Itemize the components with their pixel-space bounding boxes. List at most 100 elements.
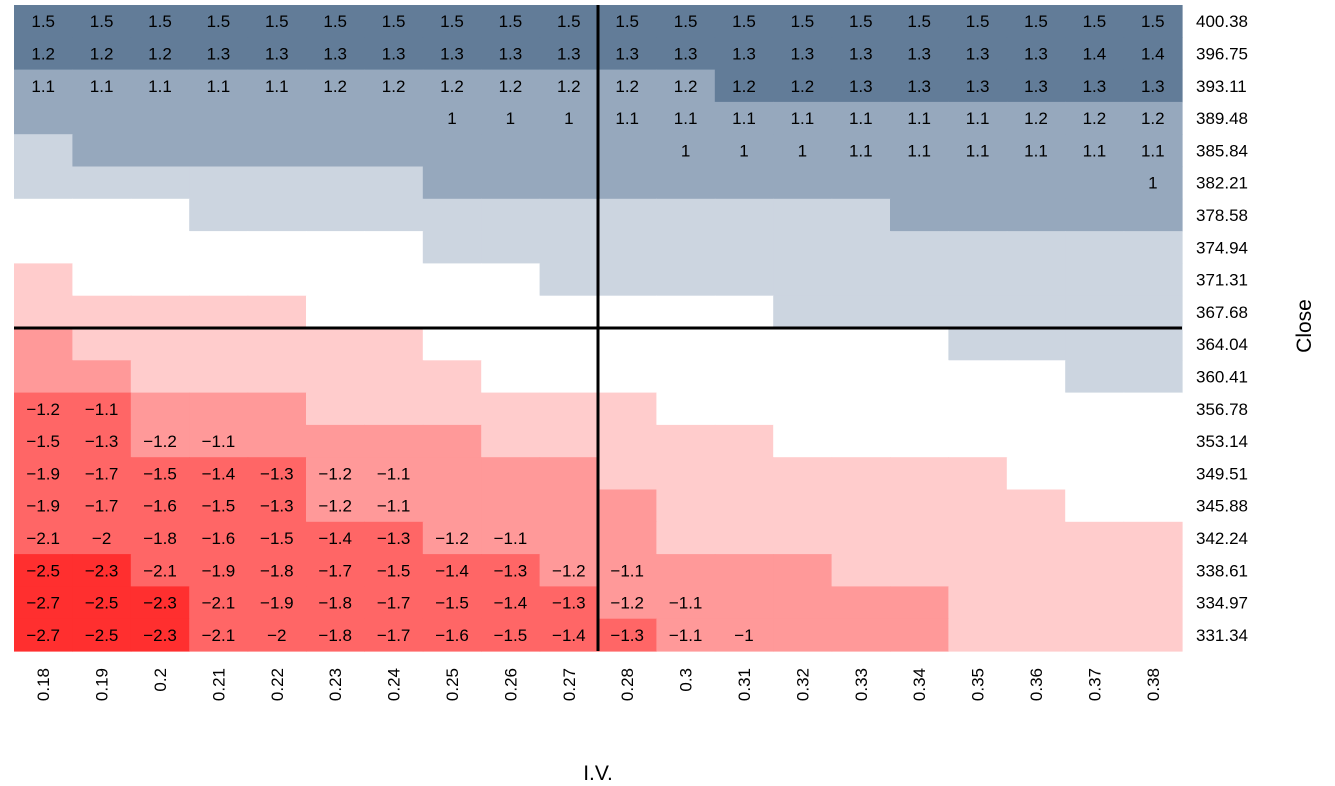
y-tick-label: 393.11	[1196, 77, 1247, 96]
heatmap-cell	[72, 586, 132, 620]
cell-value-label: −1.7	[377, 594, 411, 613]
heatmap-cell	[539, 618, 599, 652]
cell-value-label: 1.3	[207, 44, 231, 63]
heatmap-cell	[130, 586, 190, 620]
heatmap-cell	[773, 101, 833, 135]
heatmap-cell	[1065, 392, 1125, 426]
cell-value-label: −2.7	[26, 626, 60, 645]
heatmap-cell	[1123, 5, 1183, 38]
y-tick-label: 334.97	[1196, 594, 1248, 613]
heatmap-cell	[890, 618, 949, 652]
heatmap-cell	[656, 360, 716, 394]
heatmap-cell	[247, 231, 307, 264]
heatmap-cell	[306, 166, 365, 200]
heatmap-cell	[247, 263, 307, 297]
heatmap-cell	[189, 198, 249, 232]
heatmap-cell	[14, 618, 73, 652]
heatmap-cell	[14, 134, 73, 168]
heatmap-cell	[72, 231, 132, 264]
heatmap-cell	[247, 134, 307, 168]
cell-value-label: −1.5	[494, 626, 528, 645]
reference-lines	[14, 5, 1182, 651]
heatmap-cell	[948, 392, 1008, 426]
heatmap-cell	[130, 134, 190, 168]
x-tick-label: 0.35	[969, 668, 988, 701]
cell-value-label: 1.1	[207, 77, 231, 96]
cell-value-label: 1.5	[207, 12, 231, 31]
cell-value-label: −1.7	[318, 561, 352, 580]
heatmap-cell	[773, 69, 833, 103]
heatmap-cell	[364, 231, 424, 264]
heatmap-cell	[1006, 263, 1066, 297]
heatmap-cell	[306, 231, 365, 264]
heatmap-cell	[189, 554, 249, 587]
heatmap-cell	[247, 618, 307, 652]
heatmap-cell	[364, 392, 424, 426]
heatmap-cell	[247, 69, 307, 103]
heatmap-cell	[890, 424, 949, 458]
heatmap-cell	[422, 328, 482, 361]
cell-value-label: −2.7	[26, 594, 60, 613]
heatmap-cell	[539, 295, 599, 329]
heatmap-cell	[656, 424, 716, 458]
cell-value-label: 1.5	[1141, 12, 1165, 31]
heatmap-cell	[247, 101, 307, 135]
x-tick-label: 0.2	[151, 668, 170, 692]
heatmap-cell	[422, 69, 482, 103]
heatmap-cell	[714, 328, 774, 361]
heatmap-cell	[72, 328, 132, 361]
heatmap-cell	[189, 295, 249, 329]
cell-value-label: 1.1	[966, 141, 990, 160]
cell-value-label: −1.1	[669, 594, 703, 613]
heatmap-cell	[714, 263, 774, 297]
heatmap-cell	[14, 69, 73, 103]
heatmap-cell	[773, 263, 833, 297]
cell-value-label: 1.5	[265, 12, 289, 31]
cell-value-label: −1	[734, 626, 753, 645]
heatmap-cell	[714, 489, 774, 523]
cell-value-label: 1.2	[615, 77, 639, 96]
heatmap-cell	[539, 69, 599, 103]
cell-value-label: 1.2	[31, 44, 55, 63]
heatmap-cell	[72, 521, 132, 555]
heatmap-cell	[598, 263, 657, 297]
cell-value-label: 1.2	[1083, 109, 1107, 128]
heatmap-cell	[890, 198, 949, 232]
heatmap-cell	[189, 489, 249, 523]
heatmap-cell	[890, 263, 949, 297]
cell-value-label: 1.2	[440, 77, 464, 96]
heatmap-cell	[890, 134, 949, 168]
cell-value-label: 1.3	[499, 44, 523, 63]
heatmap-cell	[1065, 618, 1125, 652]
heatmap-cell	[422, 457, 482, 491]
cell-value-label: 1.1	[849, 109, 873, 128]
cell-value-label: −2.5	[85, 626, 119, 645]
heatmap-cell	[1065, 554, 1125, 587]
heatmap-cell	[656, 489, 716, 523]
heatmap-cell	[948, 101, 1008, 135]
heatmap-cell	[656, 166, 716, 200]
heatmap-cell	[247, 360, 307, 394]
heatmap-cell	[14, 586, 73, 620]
heatmap-cell	[1006, 166, 1066, 200]
heatmap-cell	[831, 166, 891, 200]
cell-value-label: −1.3	[260, 497, 294, 516]
heatmap-cell	[130, 554, 190, 587]
heatmap-cell	[714, 166, 774, 200]
cell-value-label: 1.2	[732, 77, 756, 96]
heatmap-cell	[14, 198, 73, 232]
cell-value-label: 1.3	[265, 44, 289, 63]
heatmap-cell	[306, 586, 365, 620]
cell-value-label: 1.5	[1024, 12, 1048, 31]
heatmap-cell	[539, 231, 599, 264]
cell-value-label: 1.1	[1083, 141, 1107, 160]
cell-value-label: 1.5	[148, 12, 172, 31]
cell-value-label: −2.1	[202, 626, 236, 645]
heatmap-cell	[831, 360, 891, 394]
heatmap-cell	[714, 424, 774, 458]
y-tick-label: 360.41	[1196, 367, 1248, 386]
heatmap-cell	[1065, 69, 1125, 103]
cell-value-label: 1.5	[382, 12, 406, 31]
cell-value-label: 1.2	[557, 77, 581, 96]
heatmap-cell	[1123, 166, 1183, 200]
